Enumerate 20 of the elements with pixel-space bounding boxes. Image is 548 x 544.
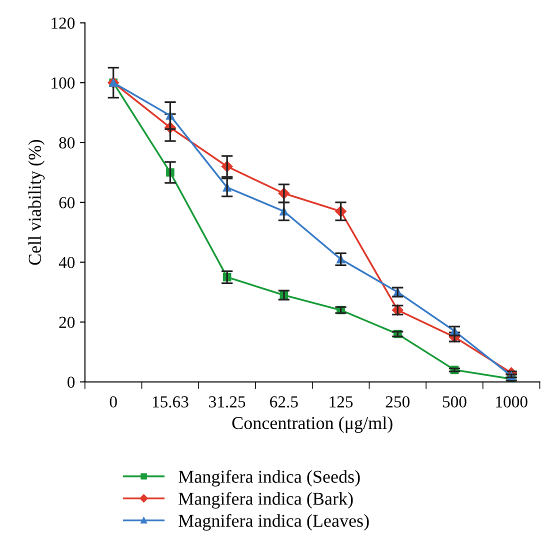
legend-label: Magnifera indica (Leaves) [178,514,369,531]
y-tick-label: 0 [68,376,75,388]
y-tick-label: 20 [59,316,75,328]
x-tick-label: 31.25 [209,396,246,408]
x-tick-label: 125 [330,396,353,408]
y-tick-label: 80 [59,137,75,148]
y-tick-label: 40 [58,256,75,268]
x-axis-title: Concentration (μg/ml) [232,416,392,433]
x-tick-label: 500 [442,396,466,408]
y-tick-label: 60 [59,197,75,208]
legend-label: Mangifera indica (Bark) [178,492,353,509]
x-tick-label: 0 [110,396,117,408]
x-tick-label: 15.63 [152,396,188,408]
legend-label: Mangifera indica (Seeds) [178,470,360,487]
x-tick-label: 250 [386,396,410,408]
x-tick-label: 62.5 [270,396,298,408]
y-axis-title: Cell viability (%) [28,140,45,265]
y-tick-label: 100 [52,77,75,89]
y-tick-label: 120 [52,18,75,29]
x-tick-label: 1000 [496,396,528,408]
